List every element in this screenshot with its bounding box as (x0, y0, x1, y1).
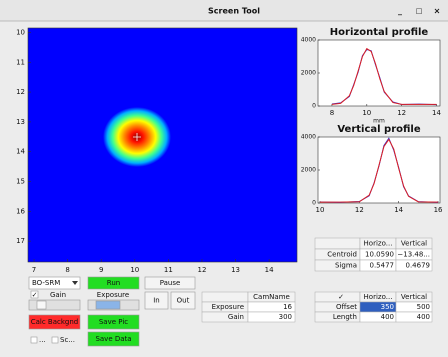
cam-row-value: 16 (283, 303, 292, 311)
y-tick-label: 15 (16, 178, 25, 186)
x-tick-label: 14 (394, 206, 403, 214)
exposure-label: Exposure (97, 291, 129, 299)
gain-label: Gain (50, 291, 66, 299)
stats-row-label: Sigma (335, 262, 357, 270)
roi-check[interactable]: ✓ (338, 293, 344, 301)
pause-button-label: Pause (160, 279, 181, 287)
window-title: Screen Tool (208, 7, 260, 16)
stats-value: 10.0590 (365, 251, 394, 259)
stats-column: Vertical (401, 240, 427, 248)
roi-row-label: Length (333, 313, 357, 321)
x-tick-label: 8 (65, 266, 69, 274)
stats-value: −13.48... (397, 251, 430, 259)
roi-value: 350 (381, 303, 394, 311)
cam-table-header: CamName (253, 293, 290, 301)
gain-check: ✓ (32, 291, 38, 299)
x-tick-label: 14 (265, 266, 274, 274)
y-tick-label: 16 (16, 207, 25, 215)
camera-dropdown-text: BO-SRM (32, 279, 60, 287)
y-tick-label: 0 (312, 103, 316, 110)
stats-value: 0.4679 (406, 262, 431, 270)
x-tick-label: 11 (164, 266, 173, 274)
checkbox-2[interactable] (52, 337, 58, 343)
y-tick-label: 17 (16, 237, 25, 245)
roi-row-label: Offset (336, 303, 357, 311)
x-tick-label: 12 (397, 109, 406, 117)
stats-column: Horizo... (364, 240, 393, 248)
exposure-slider-thumb[interactable] (96, 301, 120, 309)
plot-title: Vertical profile (337, 124, 420, 135)
close-button[interactable]: × (434, 7, 441, 16)
roi-column: Horizo... (364, 293, 393, 301)
roi-value: 500 (417, 303, 430, 311)
y-tick-label: 2000 (301, 167, 316, 174)
gain-slider[interactable] (29, 300, 80, 310)
plot-title: Horizontal profile (330, 27, 429, 38)
y-tick-label: 13 (16, 118, 25, 126)
x-tick-label: 8 (330, 109, 334, 117)
cam-row-label: Gain (228, 313, 244, 321)
stats-value: 0.5477 (370, 262, 395, 270)
x-tick-label: 10 (130, 266, 139, 274)
cam-row-value: 300 (279, 313, 292, 321)
y-tick-label: 10 (16, 28, 25, 36)
y-tick-label: 4000 (301, 134, 316, 141)
y-tick-label: 11 (16, 58, 25, 66)
x-tick-label: 12 (355, 206, 364, 214)
save-pic-label: Save Pic (99, 318, 128, 326)
y-tick-label: 14 (16, 148, 25, 156)
roi-value: 400 (381, 313, 394, 321)
x-tick-label: 14 (432, 109, 441, 117)
y-tick-label: 0 (312, 200, 316, 207)
in-button-label: In (153, 297, 160, 305)
cam-row-label: Exposure (212, 303, 244, 311)
minimize-button[interactable]: _ (398, 7, 402, 16)
run-button-label: Run (107, 279, 120, 287)
roi-value: 400 (417, 313, 430, 321)
screen-tool-window: Screen Tool _ □ × BO-SRM ✓ Gain Exposure… (0, 0, 448, 357)
stats-row-label: Centroid (327, 251, 357, 259)
roi-column: Vertical (401, 293, 427, 301)
checkbox-1-label: ... (39, 336, 46, 344)
gain-slider-thumb[interactable] (37, 301, 46, 309)
x-tick-label: 9 (99, 266, 103, 274)
plot-area (318, 137, 440, 203)
table-corner (315, 238, 360, 249)
x-tick-label: 10 (316, 206, 325, 214)
x-tick-label: 13 (231, 266, 240, 274)
x-tick-label: 10 (362, 109, 371, 117)
checkbox-2-label: Sc... (60, 336, 75, 344)
x-tick-label: 7 (32, 266, 36, 274)
y-tick-label: 12 (16, 88, 25, 96)
x-tick-label: 16 (434, 206, 443, 214)
out-button-label: Out (177, 297, 190, 305)
y-tick-label: 2000 (301, 70, 316, 77)
x-tick-label: 12 (197, 266, 206, 274)
maximize-button[interactable]: □ (416, 7, 423, 15)
checkbox-1[interactable] (31, 337, 37, 343)
calc-backgnd-label: Calc Backgnd (31, 318, 79, 326)
table-corner (202, 292, 248, 302)
y-tick-label: 4000 (301, 37, 316, 44)
save-data-label: Save Data (95, 335, 131, 343)
plot-area (318, 40, 440, 106)
